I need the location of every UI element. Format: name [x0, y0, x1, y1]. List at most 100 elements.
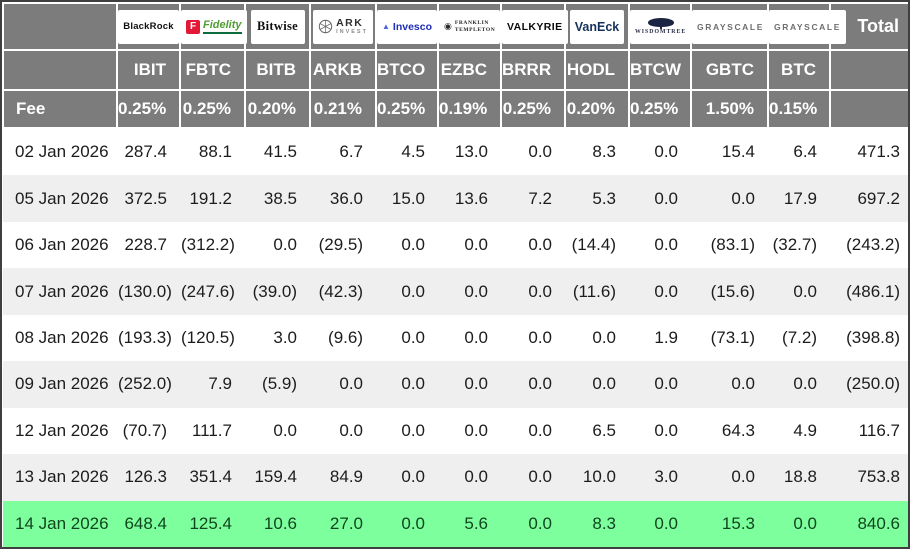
flow-cell: (9.6)	[328, 327, 363, 347]
flow-cell: 0.0	[464, 327, 488, 347]
total-cell: 471.3	[857, 142, 900, 162]
flow-cell: 5.3	[592, 188, 616, 208]
ticker-cell: BTCW	[628, 49, 692, 91]
flow-cell: (73.1)	[710, 327, 755, 347]
total-cell: 840.6	[857, 513, 900, 533]
date-cell: 12 Jan 2026	[15, 420, 109, 440]
flow-cell: 0.0	[528, 281, 552, 301]
flow-cell: (14.4)	[571, 235, 616, 255]
flow-cell: 287.4	[124, 142, 167, 162]
date-cell: 07 Jan 2026	[15, 281, 109, 301]
flow-cell: 0.0	[731, 467, 755, 487]
flow-cell: 6.5	[592, 420, 616, 440]
flow-cell: 0.0	[464, 374, 488, 394]
fidelity-f-square-icon: F	[186, 19, 200, 34]
flow-cell: 36.0	[329, 188, 363, 208]
ticker-cell: BITB	[244, 49, 311, 91]
franklin-wordmark: FRANKLIN TEMPLETON	[454, 19, 496, 33]
flow-cell: 0.0	[654, 235, 678, 255]
flow-cell: 126.3	[124, 467, 167, 487]
ticker-cell: BRRR	[500, 49, 566, 91]
flow-cell: 159.4	[254, 467, 297, 487]
flow-cell: 64.3	[721, 420, 755, 440]
vaneck-wordmark: VanEck	[574, 19, 620, 34]
flow-cell: 4.5	[401, 142, 425, 162]
flow-cell: 0.0	[654, 374, 678, 394]
date-cell: 06 Jan 2026	[15, 235, 109, 255]
logo-cell: ◉ FRANKLIN TEMPLETON	[437, 2, 502, 51]
invesco-mountain-triangle-icon: ▲	[382, 21, 390, 31]
flow-cell: 7.9	[208, 374, 232, 394]
flow-cell: 0.0	[401, 327, 425, 347]
ticker-cell: GBTC	[690, 49, 769, 91]
ticker-cell: IBIT	[116, 49, 181, 91]
flow-cell: 6.7	[339, 142, 363, 162]
flow-cell: 0.0	[793, 513, 817, 533]
blackrock-wordmark: BlackRock	[123, 21, 174, 32]
fee-cell: 0.25%	[179, 89, 246, 129]
flow-cell: 27.0	[329, 513, 363, 533]
fee-cell: 0.20%	[564, 89, 630, 129]
flow-cell: 7.2	[528, 188, 552, 208]
bitwise-logo: Bitwise	[250, 9, 305, 44]
date-cell: 08 Jan 2026	[15, 327, 109, 347]
flow-cell: 0.0	[401, 374, 425, 394]
flow-cell: 0.0	[401, 281, 425, 301]
fee-cell: 0.25%	[500, 89, 566, 129]
valkyrie-logo: VALKYRIE	[502, 9, 568, 44]
table-row: 05 Jan 2026 372.5 191.2 38.5 36.0 15.0 13.6 7.2…	[3, 175, 908, 222]
grayscale-logo: GRAYSCALE	[692, 9, 769, 44]
flow-cell: 10.6	[263, 513, 297, 533]
date-cell: 02 Jan 2026	[15, 142, 109, 162]
flow-cell: 0.0	[528, 142, 552, 162]
flow-cell: (32.7)	[772, 235, 817, 255]
flow-cell: 0.0	[654, 513, 678, 533]
flow-cell: 13.0	[454, 142, 488, 162]
fee-cell: 0.15%	[767, 89, 831, 129]
fee-cell: 0.25%	[628, 89, 692, 129]
flow-cell: (130.0)	[118, 281, 172, 301]
logo-cell: VanEck	[564, 2, 630, 51]
logo-cell: F Fidelity	[179, 2, 247, 51]
flow-cell: 88.1	[198, 142, 232, 162]
flow-cell: 0.0	[592, 374, 616, 394]
flow-cell: (70.7)	[122, 420, 167, 440]
flow-cell: (15.6)	[710, 281, 755, 301]
ticker-cell: BTC	[767, 49, 831, 91]
flow-cell: (247.6)	[181, 281, 235, 301]
flow-cell: 111.7	[191, 420, 232, 440]
date-cell: 05 Jan 2026	[15, 188, 109, 208]
flow-cell: 18.8	[783, 467, 817, 487]
fee-cell: 1.50%	[690, 89, 769, 129]
flow-cell: 125.4	[189, 513, 232, 533]
logo-cell: GRAYSCALE	[690, 2, 769, 51]
table-row: 14 Jan 2026 648.4 125.4 10.6 27.0 0.0 5.6 0.0 8.…	[3, 500, 908, 547]
fee-cell: 0.20%	[244, 89, 311, 129]
flow-cell: 3.0	[654, 467, 678, 487]
flow-cell: 0.0	[654, 188, 678, 208]
table-row: 12 Jan 2026 (70.7) 111.7 0.0 0.0 0.0 0.0 0.0 6.5…	[3, 408, 908, 454]
flow-cell: (5.9)	[262, 374, 297, 394]
flow-cell: 84.9	[329, 467, 363, 487]
flow-cell: (312.2)	[181, 235, 235, 255]
table-row: 13 Jan 2026 126.3 351.4 159.4 84.9 0.0 0.0 0.0 1…	[3, 454, 908, 501]
total-cell: (398.8)	[846, 327, 900, 347]
flow-cell: 228.7	[124, 235, 167, 255]
flow-cell: 648.4	[124, 513, 167, 533]
logo-cell: GRAYSCALE	[767, 2, 846, 51]
flow-cell: 191.2	[189, 188, 232, 208]
total-cell: 697.2	[857, 188, 900, 208]
flow-cell: 0.0	[464, 420, 488, 440]
flow-cell: 6.4	[793, 142, 817, 162]
franklin-logo: ◉ FRANKLIN TEMPLETON	[439, 9, 501, 44]
flow-cell: 41.5	[263, 142, 297, 162]
flow-cell: (39.0)	[252, 281, 297, 301]
flow-cell: 38.5	[263, 188, 297, 208]
flow-cell: 0.0	[528, 235, 552, 255]
flow-cell: (193.3)	[118, 327, 172, 347]
logo-cell: WISDOMTREE	[628, 2, 692, 51]
logo-cell: ARK INVEST	[309, 2, 377, 51]
flow-cell: 0.0	[654, 420, 678, 440]
flow-cell: 0.0	[528, 467, 552, 487]
